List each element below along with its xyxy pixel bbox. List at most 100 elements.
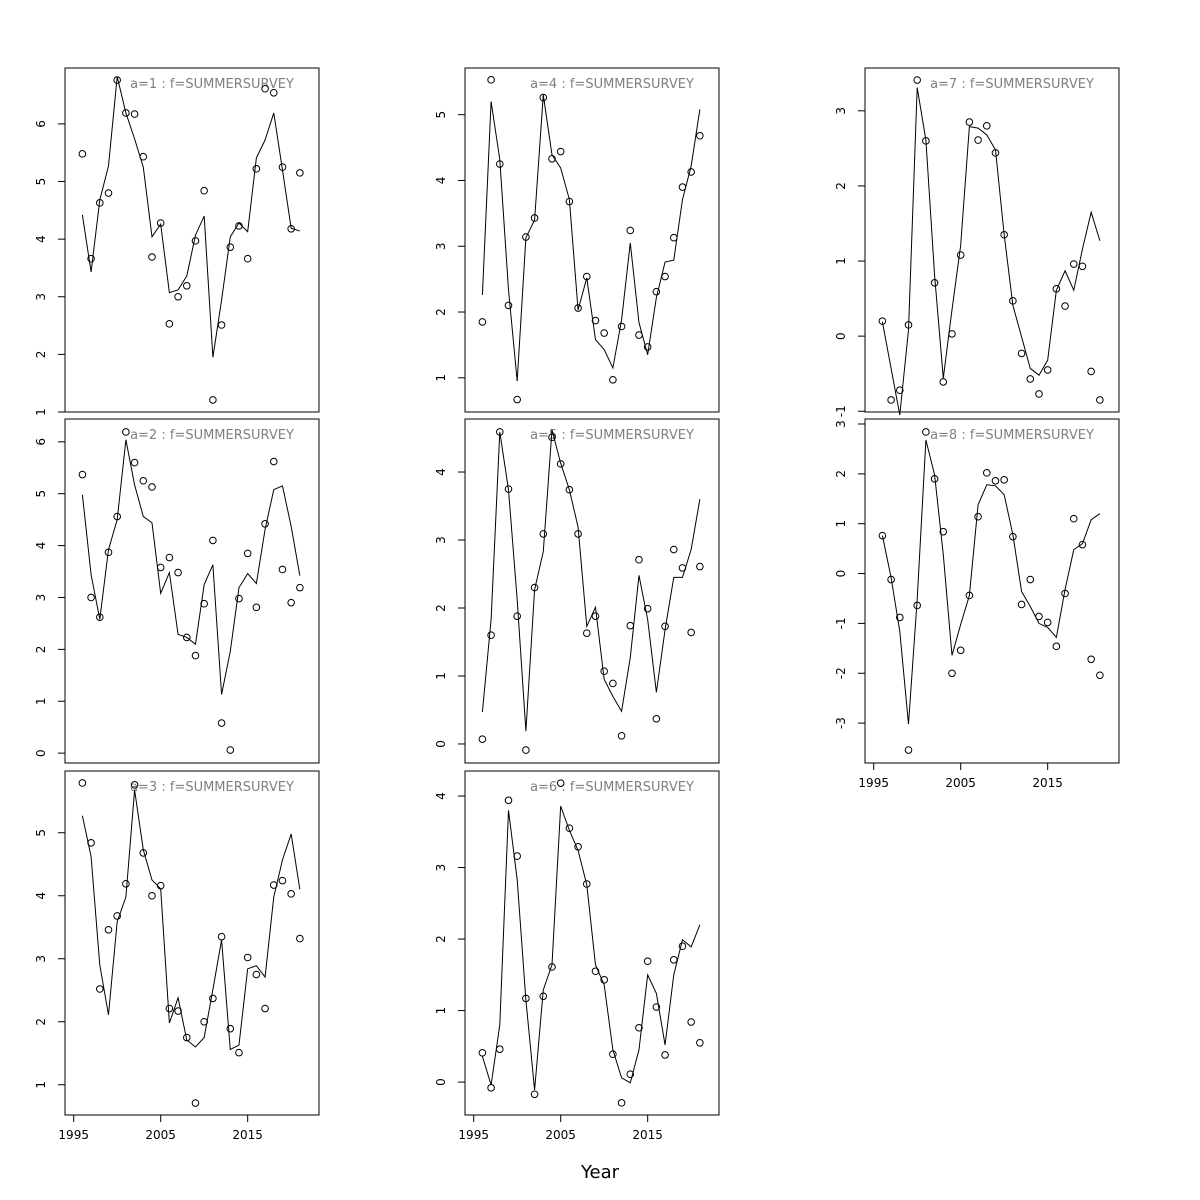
data-point bbox=[513, 395, 521, 404]
data-point bbox=[617, 1099, 626, 1107]
y-tick-label: 5 bbox=[34, 178, 48, 186]
panel: a=2 : f=SUMMERSURVEY 0 1 2 3 4 5 6 bbox=[34, 418, 320, 764]
y-tick-label: -1 bbox=[834, 617, 848, 629]
data-point bbox=[652, 287, 661, 296]
data-point bbox=[261, 1004, 269, 1013]
y-tick-label: 0 bbox=[34, 749, 48, 757]
data-point bbox=[113, 912, 121, 920]
y-tick-label: 3 bbox=[34, 955, 48, 963]
fit-line bbox=[81, 789, 301, 1051]
plot-frame bbox=[64, 67, 320, 413]
data-point bbox=[478, 735, 487, 744]
data-point bbox=[156, 563, 165, 572]
data-point bbox=[696, 562, 704, 571]
data-point bbox=[104, 189, 113, 197]
x-tick-label: 2005 bbox=[145, 1128, 176, 1142]
x-tick-label: 1995 bbox=[58, 1128, 89, 1142]
data-point bbox=[287, 890, 295, 898]
data-point bbox=[652, 1003, 661, 1011]
x-tick-label: 2015 bbox=[1032, 776, 1063, 790]
y-tick-label: 2 bbox=[34, 351, 48, 359]
data-point bbox=[904, 746, 913, 754]
data-point bbox=[696, 131, 704, 140]
data-point bbox=[626, 226, 635, 235]
y-tick-label: 5 bbox=[34, 829, 48, 837]
y-tick-label: 1 bbox=[34, 1081, 48, 1089]
data-point bbox=[165, 553, 174, 562]
plot-frame bbox=[464, 770, 720, 1116]
data-point bbox=[296, 583, 304, 592]
data-point bbox=[1096, 671, 1104, 680]
data-point bbox=[895, 386, 904, 395]
data-point bbox=[652, 715, 661, 723]
data-point bbox=[939, 527, 948, 536]
panel-title: a=5 : f=SUMMERSURVEY bbox=[530, 428, 694, 443]
y-tick-label: 4 bbox=[434, 468, 448, 476]
data-point bbox=[165, 320, 174, 328]
data-point bbox=[95, 985, 104, 993]
data-point bbox=[687, 168, 695, 176]
data-point bbox=[661, 272, 669, 281]
data-point bbox=[487, 631, 495, 639]
fit-line bbox=[881, 439, 1101, 725]
data-point bbox=[1035, 390, 1043, 398]
data-point bbox=[956, 646, 965, 655]
y-tick-label: 4 bbox=[434, 177, 448, 185]
data-point bbox=[1078, 540, 1087, 549]
data-point bbox=[1026, 575, 1035, 584]
data-point bbox=[478, 318, 487, 326]
data-point bbox=[191, 237, 200, 245]
data-point bbox=[78, 779, 87, 787]
fit-line bbox=[81, 76, 301, 358]
y-tick-label: -2 bbox=[834, 667, 848, 679]
data-point bbox=[626, 1070, 635, 1079]
data-point bbox=[235, 594, 243, 603]
fit-line bbox=[481, 429, 701, 732]
data-point bbox=[87, 254, 95, 263]
data-point bbox=[1087, 655, 1095, 664]
y-tick-label: -1 bbox=[834, 405, 848, 417]
data-point bbox=[252, 970, 261, 979]
y-tick-label: 0 bbox=[434, 740, 448, 748]
panel-title: a=1 : f=SUMMERSURVEY bbox=[130, 77, 294, 92]
data-point bbox=[556, 779, 565, 787]
data-point bbox=[878, 531, 887, 540]
data-point bbox=[217, 719, 226, 727]
y-tick-label: 0 bbox=[434, 1078, 448, 1086]
y-tick-label: 3 bbox=[434, 536, 448, 544]
data-point bbox=[78, 150, 87, 158]
x-tick-label: 1995 bbox=[858, 776, 889, 790]
data-point bbox=[122, 109, 130, 117]
data-point bbox=[956, 251, 965, 259]
data-point bbox=[922, 428, 930, 436]
x-tick-label: 2005 bbox=[945, 776, 976, 790]
x-tick-label: 2005 bbox=[545, 1128, 576, 1142]
data-point bbox=[243, 953, 252, 962]
data-point bbox=[617, 322, 626, 331]
data-point bbox=[278, 565, 287, 574]
data-point bbox=[895, 613, 904, 622]
plot-frame bbox=[464, 67, 720, 413]
data-point bbox=[130, 458, 139, 467]
data-point bbox=[296, 934, 304, 943]
y-tick-label: 2 bbox=[834, 470, 848, 478]
data-point bbox=[209, 396, 217, 404]
y-tick-label: 1 bbox=[834, 257, 848, 265]
data-point bbox=[278, 876, 287, 885]
y-tick-label: 1 bbox=[34, 697, 48, 705]
y-tick-label: 2 bbox=[834, 182, 848, 190]
data-point bbox=[513, 612, 521, 620]
data-point bbox=[687, 628, 695, 637]
fit-line bbox=[481, 805, 701, 1091]
data-point bbox=[617, 732, 626, 740]
data-point bbox=[122, 428, 130, 436]
y-tick-label: 1 bbox=[434, 672, 448, 680]
y-tick-label: 4 bbox=[34, 542, 48, 550]
data-point bbox=[635, 1023, 643, 1032]
data-point bbox=[226, 746, 235, 754]
y-tick-label: 2 bbox=[434, 604, 448, 612]
y-tick-label: 6 bbox=[34, 438, 48, 446]
data-point bbox=[600, 976, 608, 984]
y-tick-label: 1 bbox=[834, 520, 848, 528]
